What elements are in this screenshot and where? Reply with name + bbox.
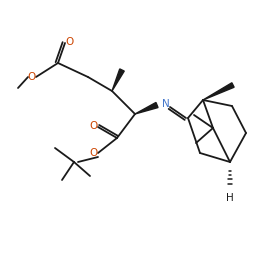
Text: O: O	[89, 121, 97, 131]
Text: N: N	[162, 99, 170, 109]
Polygon shape	[203, 83, 234, 100]
Polygon shape	[112, 69, 124, 91]
Text: O: O	[89, 148, 97, 158]
Polygon shape	[135, 102, 158, 114]
Text: O: O	[66, 37, 74, 47]
Text: O: O	[28, 72, 36, 82]
Text: H: H	[226, 193, 234, 203]
